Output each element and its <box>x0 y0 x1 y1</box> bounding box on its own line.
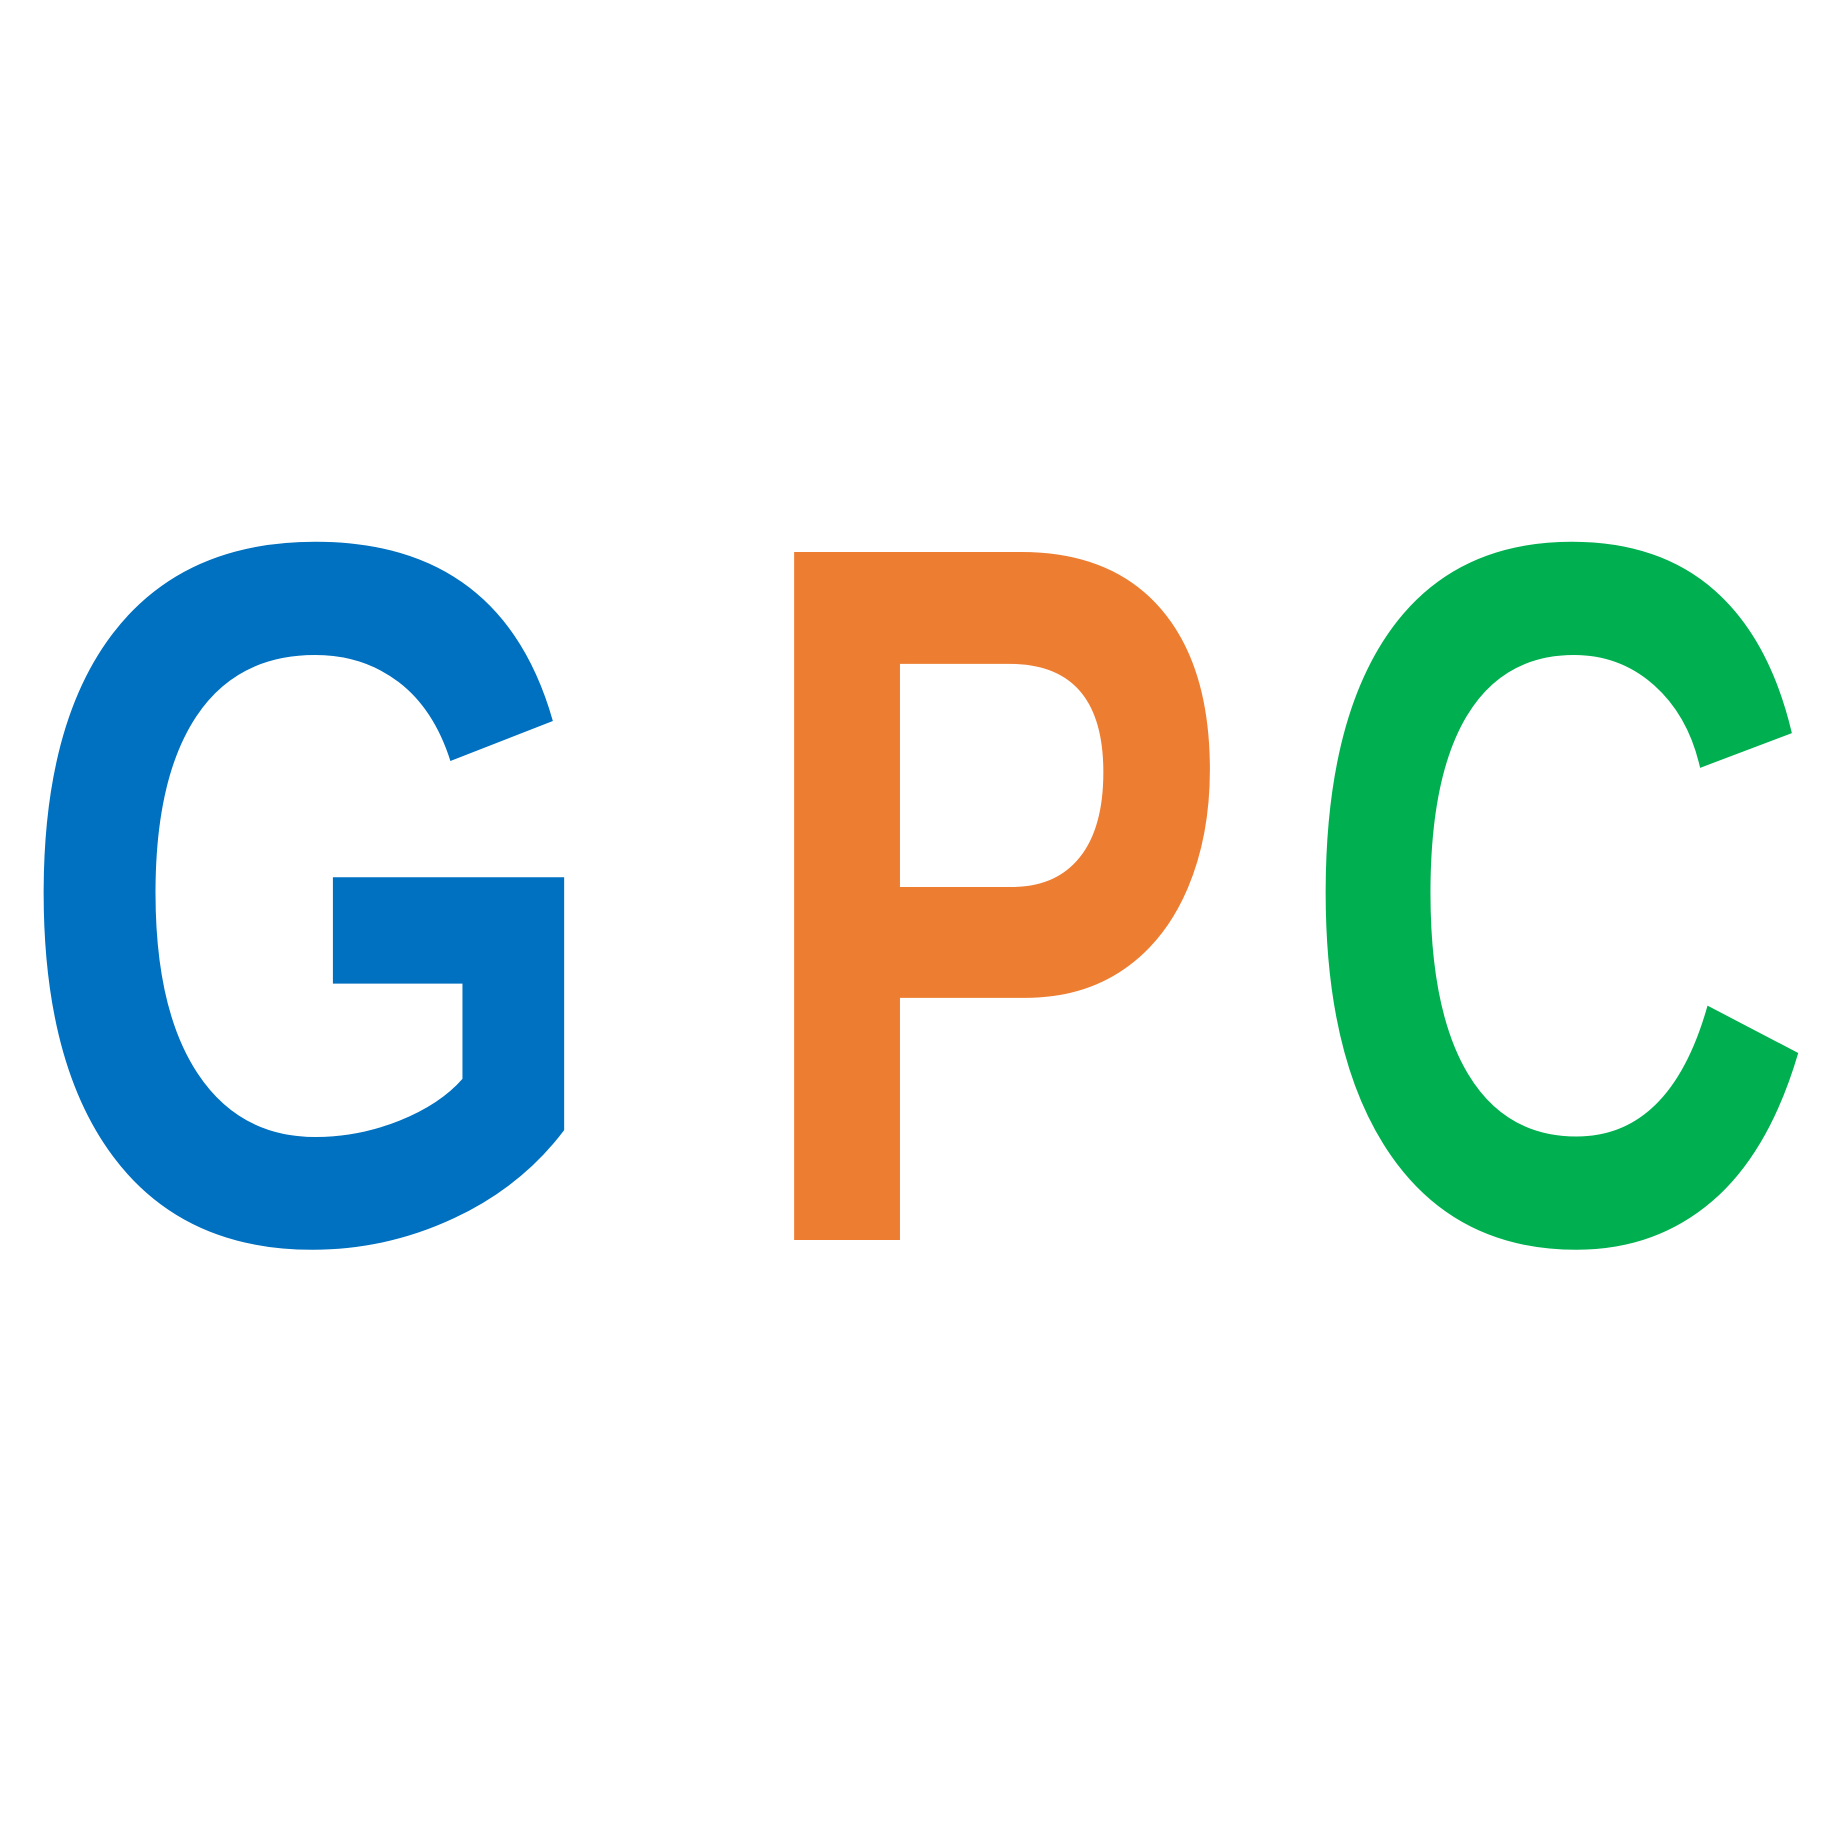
logo-letter: P <box>745 335 1235 1452</box>
logo-letter: G <box>12 335 612 1452</box>
logo-letter: C <box>1296 335 1818 1452</box>
